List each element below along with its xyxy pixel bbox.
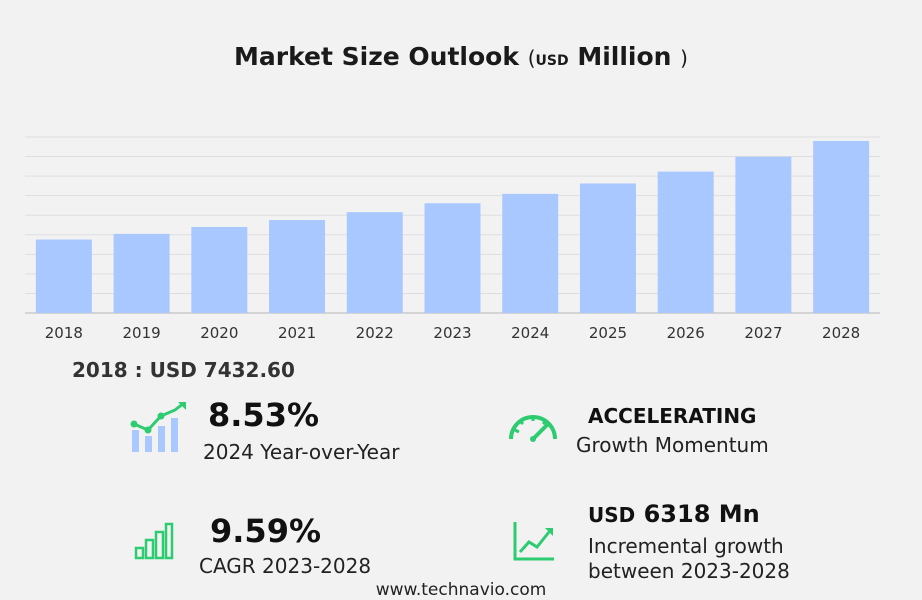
x-tick-label: 2028 bbox=[822, 324, 860, 342]
x-tick-label: 2023 bbox=[433, 324, 471, 342]
bar-2018 bbox=[35, 239, 92, 313]
title-open-paren: ( bbox=[527, 46, 536, 70]
x-tick-label: 2020 bbox=[200, 324, 238, 342]
bar-2027 bbox=[735, 156, 792, 313]
bar-2019 bbox=[113, 233, 170, 313]
growth-chart-icon bbox=[130, 401, 186, 452]
x-tick-label: 2019 bbox=[122, 324, 160, 342]
bar-2020 bbox=[191, 226, 248, 313]
x-tick-label: 2022 bbox=[356, 324, 394, 342]
yoy-label: 2024 Year-over-Year bbox=[203, 440, 400, 464]
x-tick-label: 2025 bbox=[589, 324, 627, 342]
title-currency: USD bbox=[535, 53, 569, 69]
bar-2028 bbox=[813, 140, 870, 313]
cagr-value: 9.59% bbox=[210, 512, 322, 550]
yoy-value: 8.53% bbox=[208, 396, 320, 434]
title-close-paren: ) bbox=[680, 46, 688, 70]
bar-2026 bbox=[657, 171, 714, 313]
incremental-label-1: Incremental growth bbox=[588, 534, 784, 558]
x-tick-label: 2021 bbox=[278, 324, 316, 342]
incremental-prefix: USD bbox=[588, 503, 636, 527]
bar-2025 bbox=[579, 183, 636, 313]
market-size-bar-chart: 2018 2019 2020 2021 2022 2023 2024 2025 2026 2027… bbox=[25, 136, 880, 342]
bar-2022 bbox=[346, 212, 403, 313]
momentum-value: ACCELERATING bbox=[588, 404, 757, 428]
cagr-label: CAGR 2023-2028 bbox=[199, 554, 372, 578]
baseline-stat: 2018 : USD 7432.60 bbox=[72, 358, 295, 382]
chart-title: Market Size Outlook (USD Million ) bbox=[0, 42, 922, 71]
x-tick-label: 2018 bbox=[45, 324, 83, 342]
title-unit: Million bbox=[577, 42, 672, 71]
speedometer-icon bbox=[509, 415, 557, 442]
title-main: Market Size Outlook bbox=[234, 42, 519, 71]
incremental-value: USD 6318 Mn bbox=[588, 500, 760, 528]
footer-url: www.technavio.com bbox=[375, 580, 547, 600]
x-tick-label: 2027 bbox=[744, 324, 782, 342]
incremental-amount: 6318 Mn bbox=[643, 500, 760, 528]
bar-chart-icon bbox=[134, 522, 174, 560]
x-tick-label: 2026 bbox=[667, 324, 705, 342]
line-trend-icon bbox=[513, 522, 554, 561]
momentum-label: Growth Momentum bbox=[576, 433, 769, 457]
x-tick-label: 2024 bbox=[511, 324, 549, 342]
bar-2021 bbox=[269, 220, 326, 313]
bar-2023 bbox=[424, 203, 481, 313]
incremental-label-2: between 2023-2028 bbox=[588, 559, 790, 583]
bar-2024 bbox=[502, 193, 559, 313]
